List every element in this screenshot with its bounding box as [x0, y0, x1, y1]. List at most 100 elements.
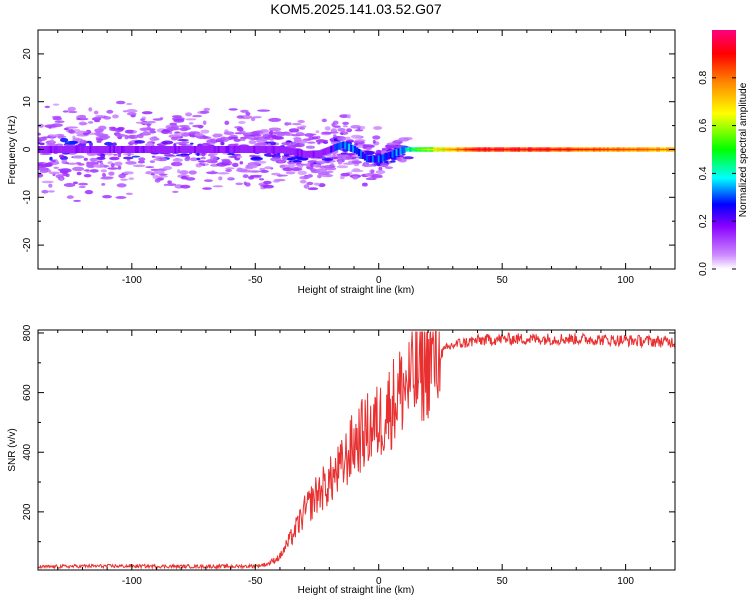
spectrogram-ridge-cell: [138, 146, 141, 153]
spectrogram-ridge-core: [664, 148, 667, 151]
spectrogram-ridge-cell: [176, 146, 179, 153]
spectrogram-cell: [61, 159, 68, 163]
spectrogram-ridge-cell: [124, 146, 128, 153]
spectrogram-cell: [69, 110, 78, 114]
spectrogram-ridge-cell: [73, 146, 76, 153]
spectrogram-ridge-core: [606, 148, 610, 151]
spectrogram-ridge-cell: [328, 146, 331, 154]
spectrogram-ridge-cell: [109, 146, 112, 153]
spectrogram-cell: [209, 139, 215, 143]
spectrogram-ridge-cell: [326, 147, 329, 155]
spectrogram-ridge-cell: [261, 146, 264, 153]
spectrogram-ridge-core: [442, 148, 446, 151]
colorbar-ticks: 0.0 0.2 0.4 0.6 0.8: [698, 70, 736, 276]
spectrogram-cell: [83, 174, 92, 178]
spectrogram-cell: [106, 109, 114, 114]
spectrogram-cell: [299, 176, 310, 180]
spectrogram-cell: [224, 120, 230, 126]
spectrogram-cell: [57, 135, 67, 138]
spectrogram-cell: [137, 134, 144, 139]
spectrogram-ridge-core: [518, 148, 521, 151]
spectrogram-ridge-core: [413, 148, 416, 151]
spectrogram-cell: [112, 114, 119, 119]
spectrogram-cell: [398, 158, 407, 163]
spectrogram-cell: [77, 142, 87, 147]
spectrogram-cell: [53, 166, 59, 169]
spectrogram-cell: [318, 183, 326, 188]
spectrogram-cell: [306, 141, 316, 144]
spectrogram-ridge-core: [662, 148, 665, 151]
spectrogram-cell: [72, 137, 81, 141]
spectrogram-cell: [107, 167, 119, 170]
spectrogram-y-label: Frequency (Hz): [7, 116, 18, 185]
spectrogram-cell: [139, 127, 148, 131]
spectrogram-ridge-core: [470, 148, 473, 151]
spectrogram-cell: [120, 178, 128, 181]
spectrogram-ridge-core: [454, 148, 457, 151]
spectrogram-cell: [91, 117, 102, 121]
spectrogram-ridge-cell: [225, 146, 228, 153]
spectrogram-cell: [83, 157, 88, 161]
spectrogram-ridge-core: [486, 148, 489, 151]
spectrogram-cell: [220, 141, 225, 146]
spectrogram-cell: [146, 126, 152, 131]
spectrogram-cell: [52, 103, 60, 106]
spectrogram-ridge-cell: [367, 155, 371, 163]
spectrogram-cell: [203, 107, 211, 111]
spectrogram-ridge-core: [597, 148, 600, 151]
spectrogram-cell: [330, 128, 338, 133]
spectrogram-cell: [282, 167, 294, 172]
spectrogram-cell: [102, 172, 106, 177]
spectrogram-ridge-core: [421, 148, 424, 151]
spectrogram-cell: [194, 132, 204, 137]
spectrogram-ridge-core: [648, 148, 651, 151]
spectrogram-ridge-cell: [215, 146, 218, 153]
spectrogram-cell: [64, 141, 77, 145]
spectrogram-ridge-cell: [51, 146, 54, 153]
spectrogram-ridge-cell: [162, 146, 165, 153]
spectrogram-cell: [294, 142, 305, 148]
spectrogram-ridge-core: [490, 148, 493, 151]
spectrogram-cell: [125, 161, 137, 165]
spectrogram-cell: [163, 154, 175, 157]
spectrogram-cell: [185, 112, 193, 117]
spectrogram-ridge-cell: [344, 142, 347, 150]
spectrogram-ridge-cell: [375, 155, 378, 163]
spectrogram-cell: [145, 171, 158, 175]
spectrogram-cell: [134, 140, 146, 144]
colorbar: 0.0 0.2 0.4 0.6 0.8 Normalized spectral ampl…: [698, 30, 749, 276]
spectrogram-cell: [363, 161, 368, 164]
spectrogram-ridge-core: [431, 148, 434, 151]
spectrogram-cell: [198, 160, 207, 163]
spectrogram-cell: [49, 134, 59, 137]
spectrogram-ridge-core: [622, 148, 625, 151]
spectrogram-ridge-cell: [229, 146, 232, 153]
spectrogram-cell: [180, 184, 191, 189]
spectrogram-cell: [365, 173, 374, 177]
spectrogram-ridge-core: [650, 148, 653, 151]
spectrogram-cell: [177, 139, 190, 142]
spectrogram-ridge-cell: [223, 146, 226, 153]
spectrogram-cell: [281, 156, 287, 161]
spectrogram-cell: [343, 125, 348, 128]
spectrogram-cell: [251, 117, 256, 122]
spectrogram-cell: [317, 142, 321, 145]
spectrogram-ridge-cell: [89, 146, 92, 153]
spectrogram-ridge-core: [610, 148, 613, 151]
spectrogram-cell: [244, 182, 251, 187]
chart-title: KOM5.2025.141.03.52.G07: [270, 1, 441, 17]
spectrogram-cell: [108, 171, 115, 176]
spectrogram-cell: [89, 142, 93, 147]
spectrogram-cell: [145, 166, 155, 169]
spectrogram-ridge-cell: [227, 146, 230, 153]
spectrogram-cell: [260, 129, 269, 133]
spectrogram-ridge-core: [563, 148, 566, 151]
spectrogram-ridge-core: [537, 148, 540, 151]
spectrogram-cell: [159, 117, 164, 120]
spectrogram-cell: [96, 140, 102, 143]
spectrogram-ridge-cell: [249, 146, 252, 153]
spectrogram-ridge-cell: [79, 146, 82, 153]
spectrogram-ridge-cell: [284, 147, 288, 154]
spectrogram-cell: [290, 166, 295, 169]
spectrogram-cell: [167, 180, 172, 184]
